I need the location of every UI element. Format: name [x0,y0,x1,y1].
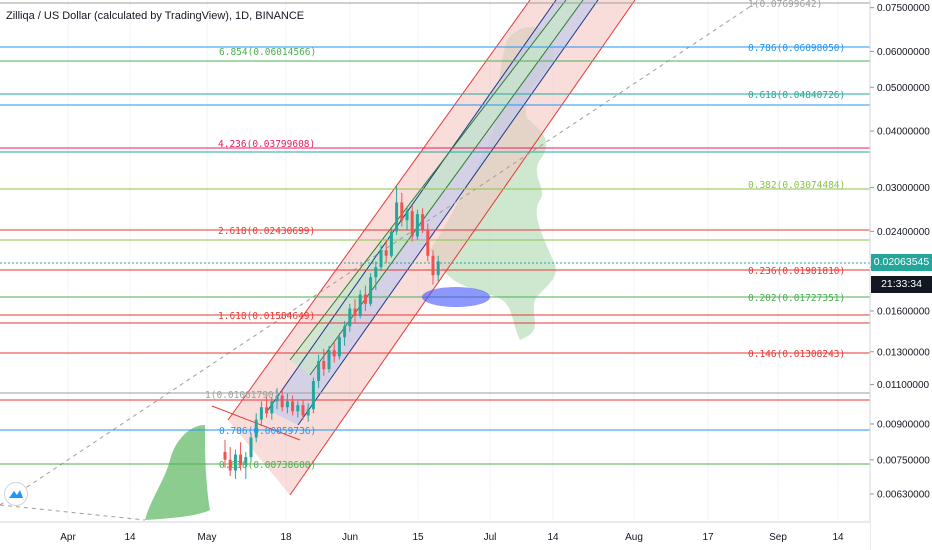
candle-body [259,407,263,420]
candle-body [223,452,227,460]
candle-body [421,214,425,230]
fib-label-right: 0.236(0.01981810) [748,266,845,277]
candle-body [415,214,419,237]
candle-body [322,361,326,370]
time-tick-label: Jul [484,532,497,543]
tradingview-logo-icon[interactable] [4,482,28,506]
chart-title: Zilliqa / US Dollar (calculated by Tradi… [6,10,305,22]
countdown-tag: 21:33:34 [871,276,932,293]
fib-label-right: 1(0.07699642) [748,0,822,10]
fib-label-right: 0.786(0.06098050) [748,43,845,54]
candle-body [348,308,352,327]
price-tick-label: 0.00630000 [877,490,930,501]
rocket-drawing-lower [145,425,210,520]
candle-body [431,255,435,276]
price-tick-label: 0.01100000 [877,380,930,391]
candle-body [384,250,388,256]
fib-labels-left: 6.854(0.06014566) 4.236(0.03799608) 2.618(… [205,47,316,471]
candle-body [363,294,367,304]
candle-body [311,381,315,410]
candle-body [228,459,232,471]
candle-body [244,457,248,466]
time-tick-label: 14 [832,532,844,543]
fib-label-right: 0.202(0.01727351) [748,293,845,304]
price-tick-label: 0.02400000 [877,227,930,238]
price-tick-label: 0.01300000 [877,347,930,358]
price-tick-label: 0.04000000 [877,127,930,138]
candle-body [296,405,300,412]
fib-label-left: 6.854(0.06014566) [219,47,316,58]
candle-body [436,261,440,276]
fib-label-left: 1.618(0.01584649) [218,311,315,322]
price-tick-label: 0.05000000 [877,83,930,94]
time-axis-ticks[interactable]: Apr 14 May 18 Jun 15 Jul 14 Aug 17 Sep 14 [60,532,844,543]
candlestick-series [223,186,440,480]
time-tick-label: Jun [342,532,358,543]
candle-body [265,407,269,414]
price-tick-label: 0.06000000 [877,47,930,58]
candle-body [254,419,258,438]
fib-label-left: 1(0.01061790) [205,390,279,401]
candle-body [275,395,279,402]
fib-label-right: 0.618(0.04840726) [748,90,845,101]
candle-body [233,454,237,471]
candle-body [270,401,274,414]
fib-label-right: 0.146(0.01308243) [748,349,845,360]
candle-body [285,401,289,408]
time-tick-label: Sep [769,532,787,543]
time-tick-label: Apr [60,532,76,543]
price-tick-label: 0.00900000 [877,419,930,430]
candle-body [249,437,253,458]
dashed-trendline-lower [0,504,146,521]
price-tick-label: 0.03000000 [877,183,930,194]
candle-body [332,350,336,357]
candle-body [369,277,373,304]
candle-body [358,294,362,316]
target-ellipse [422,287,490,307]
candle-body [291,401,295,412]
candle-body [306,409,310,416]
price-tick-label: 0.00750000 [877,455,930,466]
time-tick-label: May [198,532,217,543]
candle-body [379,250,383,268]
candle-body [317,361,321,382]
time-tick-label: 14 [124,532,136,543]
time-tick-label: 18 [280,532,292,543]
fib-lines [0,2,870,465]
time-tick-label: 17 [702,532,714,543]
price-tick-label: 0.01600000 [877,306,930,317]
time-axis-bg [0,522,870,550]
candle-body [389,231,393,256]
time-tick-label: 15 [412,532,424,543]
candle-body [374,267,378,278]
price-axis-bg [870,0,932,550]
price-tick-label: 0.07500000 [877,3,930,14]
current-price-tag: 0.02063545 [871,254,932,271]
fib-label-left: 4.236(0.03799608) [218,139,315,150]
candle-body [400,202,404,221]
candle-body [337,337,341,357]
fib-labels-right: 1(0.07699642) 0.786(0.06098050) 0.618(0.04… [748,0,845,360]
candle-body [353,308,357,316]
candle-body [301,405,305,416]
fib-label-right: 0.382(0.03074484) [748,180,845,191]
candle-body [343,326,347,338]
candle-body [239,454,243,466]
fib-label-left: 0.786(0.00859736) [219,426,316,437]
fib-label-left: 0.618(0.00738600) [219,460,316,471]
candle-body [327,350,331,370]
fib-label-left: 2.618(0.02430699) [218,226,315,237]
candle-body [426,229,430,256]
channel-outer-band [228,0,635,495]
candle-body [280,395,284,408]
time-tick-label: 14 [547,532,559,543]
candle-body [405,211,409,221]
candle-body [395,202,399,232]
time-tick-label: Aug [625,532,643,543]
candle-body [410,211,414,237]
